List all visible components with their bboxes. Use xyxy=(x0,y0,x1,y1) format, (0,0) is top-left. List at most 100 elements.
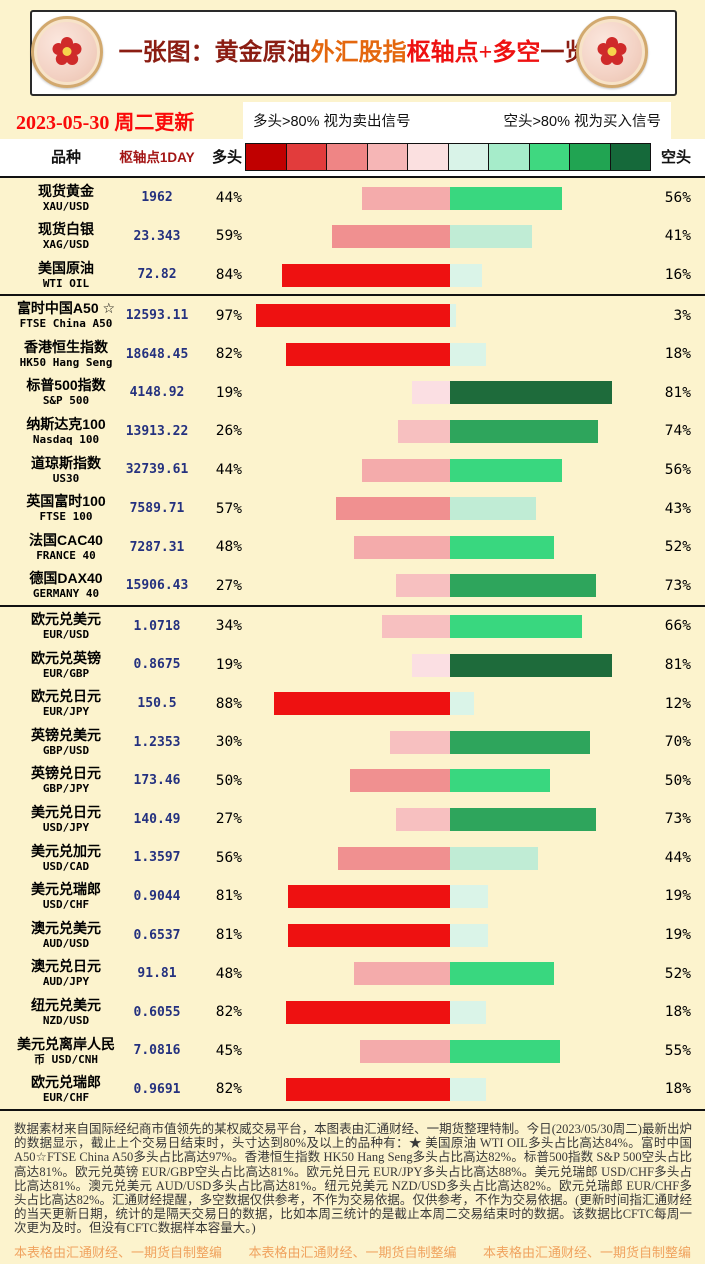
short-bar xyxy=(450,615,582,639)
instrument-name: 香港恒生指数 HK50 Hang Seng xyxy=(6,338,126,369)
instrument-code: EUR/GBP xyxy=(42,666,90,680)
instrument-name-cn: 美元兑瑞郎 xyxy=(31,881,101,898)
short-percent: 16% xyxy=(664,266,691,283)
short-percent: 73% xyxy=(664,577,691,594)
scale-color-cell xyxy=(529,144,570,170)
table-row: 法国CAC40 FRANCE 40 7287.31 48% 52% xyxy=(0,528,705,567)
pivot-value: 1962 xyxy=(141,190,173,206)
long-bar xyxy=(362,186,450,210)
title-card: 一张图：黄金原油外汇股指枢轴点+多空一览 xyxy=(30,10,677,96)
long-bar xyxy=(274,692,450,716)
pivot-value: 91.81 xyxy=(137,966,177,982)
short-percent: 19% xyxy=(664,927,691,944)
instrument-name-cn: 纳斯达克100 xyxy=(26,416,106,433)
short-percent: 44% xyxy=(664,849,691,866)
table-row: 英镑兑美元 GBP/USD 1.2353 30% 70% xyxy=(0,723,705,762)
instrument-code: EUR/CHF xyxy=(42,1091,90,1105)
footer-credit: 本表格由汇通财经、一期货自制整编 xyxy=(482,1245,691,1260)
instrument-code: Nasdaq 100 xyxy=(32,433,100,447)
instrument-name: 英国富时100 FTSE 100 xyxy=(6,492,126,523)
instrument-name-cn: 富时中国A50 ☆ xyxy=(16,300,116,317)
short-percent: 52% xyxy=(664,539,691,556)
col-header-pivot: 枢轴点1DAY xyxy=(119,150,195,165)
flower-icon xyxy=(597,37,627,65)
table-row: 欧元兑英镑 EUR/GBP 0.8675 19% 81% xyxy=(0,646,705,685)
instrument-name-cn: 欧元兑美元 xyxy=(31,611,101,628)
long-percent: 44% xyxy=(215,189,242,206)
col-header-short: 空头 xyxy=(660,149,691,166)
instrument-code: XAG/USD xyxy=(42,238,90,252)
pivot-value: 140.49 xyxy=(133,811,181,827)
instrument-name: 欧元兑瑞郎 EUR/CHF xyxy=(6,1073,126,1104)
instrument-name: 标普500指数 S&P 500 xyxy=(6,376,126,407)
pivot-value: 1.0718 xyxy=(133,618,181,634)
long-percent: 97% xyxy=(215,307,242,324)
long-bar xyxy=(354,535,450,559)
instrument-code: XAU/USD xyxy=(42,199,90,213)
long-percent: 30% xyxy=(215,734,242,751)
instrument-name-cn: 纽元兑美元 xyxy=(31,996,101,1013)
instrument-name-cn: 澳元兑美元 xyxy=(31,919,101,936)
short-bar xyxy=(450,1000,486,1024)
pivot-value: 150.5 xyxy=(137,696,177,712)
short-percent: 56% xyxy=(664,461,691,478)
long-percent: 34% xyxy=(215,618,242,635)
instrument-name: 富时中国A50 ☆ FTSE China A50 xyxy=(6,299,126,330)
instrument-name-cn: 美元兑加元 xyxy=(31,842,101,859)
long-percent: 45% xyxy=(215,1042,242,1059)
pivot-value: 0.9044 xyxy=(133,888,181,904)
instrument-code: GBP/USD xyxy=(42,743,90,757)
instrument-code: FRANCE 40 xyxy=(36,548,96,562)
long-percent: 27% xyxy=(215,811,242,828)
title-segment: 一张图：黄金原油 xyxy=(118,40,311,66)
instrument-name: 欧元兑英镑 EUR/GBP xyxy=(6,649,126,680)
long-percent: 19% xyxy=(215,384,242,401)
pivot-value: 23.343 xyxy=(133,228,181,244)
table-row: 英国富时100 FTSE 100 7589.71 57% 43% xyxy=(0,489,705,528)
short-bar xyxy=(450,304,456,328)
table-row: 现货黄金 XAU/USD 1962 44% 56% xyxy=(0,179,705,218)
long-percent: 82% xyxy=(215,1081,242,1098)
instrument-code: GBP/JPY xyxy=(42,782,90,796)
instrument-name: 美元兑瑞郎 USD/CHF xyxy=(6,880,126,911)
pivot-value: 18648.45 xyxy=(125,346,189,362)
long-percent: 81% xyxy=(215,888,242,905)
short-percent: 18% xyxy=(664,1004,691,1021)
short-bar xyxy=(450,225,532,249)
title-segment: 枢轴点+多空 xyxy=(406,40,541,66)
brand-coin-left xyxy=(31,16,103,88)
instrument-code: FTSE 100 xyxy=(39,510,93,524)
table-row: 欧元兑美元 EUR/USD 1.0718 34% 66% xyxy=(0,607,705,646)
instrument-name-cn: 美国原油 xyxy=(38,259,94,276)
short-percent: 73% xyxy=(664,811,691,828)
short-bar xyxy=(450,497,536,521)
pivot-value: 1.3597 xyxy=(133,850,181,866)
short-bar xyxy=(450,1078,486,1102)
long-bar xyxy=(390,730,450,754)
long-bar xyxy=(354,962,450,986)
instrument-name: 法国CAC40 FRANCE 40 xyxy=(6,531,126,562)
instrument-code: US30 xyxy=(52,471,80,485)
instrument-name: 英镑兑美元 GBP/USD xyxy=(6,726,126,757)
long-percent: 48% xyxy=(215,965,242,982)
pivot-value: 7287.31 xyxy=(129,539,185,555)
short-percent: 18% xyxy=(664,346,691,363)
instrument-code: EUR/USD xyxy=(42,628,90,642)
table-row: 澳元兑美元 AUD/USD 0.6537 81% 19% xyxy=(0,916,705,955)
instrument-name-cn: 美元兑日元 xyxy=(31,804,101,820)
short-percent: 55% xyxy=(664,1042,691,1059)
short-bar xyxy=(450,574,596,598)
short-percent: 43% xyxy=(664,500,691,517)
title-segment: 外汇股指 xyxy=(310,40,407,66)
instrument-name-cn: 标普500指数 xyxy=(26,377,106,394)
instrument-name-cn: 欧元兑日元 xyxy=(31,688,101,705)
pivot-value: 7589.71 xyxy=(129,501,185,517)
footer-credit: 本表格由汇通财经、一期货自制整编 xyxy=(14,1245,223,1260)
short-percent: 74% xyxy=(664,423,691,440)
footer-credit: 本表格由汇通财经、一期货自制整编 xyxy=(248,1245,457,1260)
short-percent: 41% xyxy=(664,228,691,245)
footnote-text: 数据素材来自国际经纪商市值领先的某权威交易平台，本图表由汇通财经、一期货整理特制… xyxy=(14,1122,692,1236)
table-row: 美元兑日元 USD/JPY 140.49 27% 73% xyxy=(0,800,705,839)
short-percent: 52% xyxy=(664,965,691,982)
